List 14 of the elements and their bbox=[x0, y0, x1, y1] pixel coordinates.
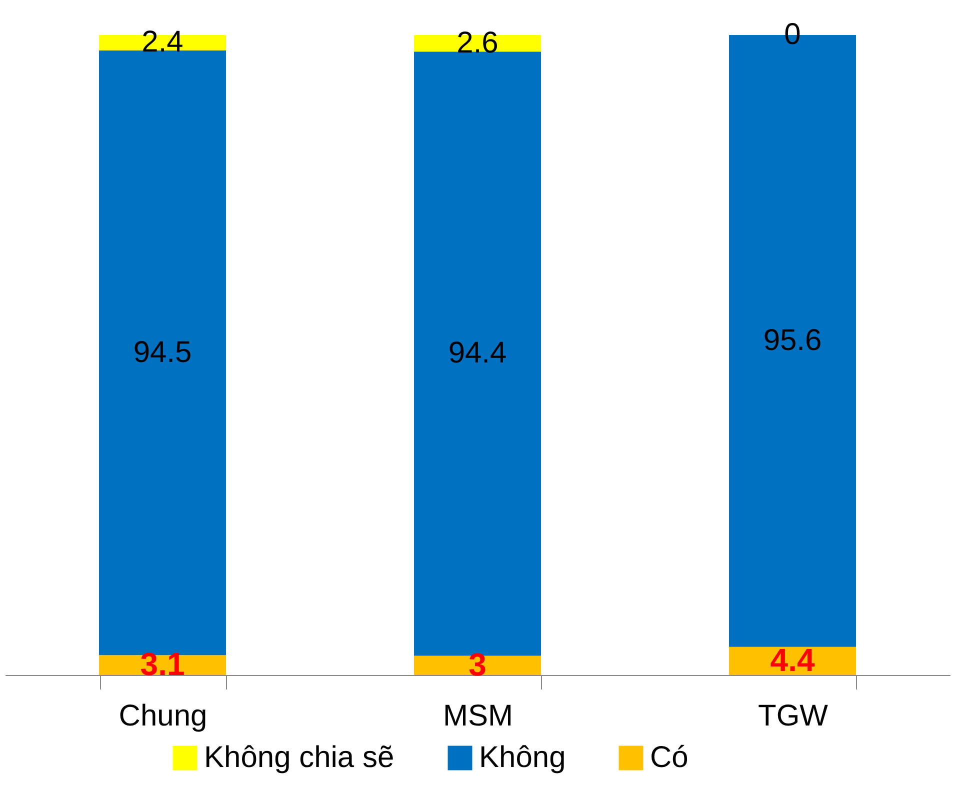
data-label: 2.6 bbox=[456, 26, 498, 60]
data-label: 95.6 bbox=[763, 324, 822, 357]
data-label: 3.1 bbox=[140, 646, 185, 682]
data-label: 94.5 bbox=[133, 336, 192, 369]
data-label: 3 bbox=[468, 646, 486, 682]
data-label: 2.4 bbox=[142, 26, 184, 59]
legend-label: Có bbox=[650, 741, 688, 774]
data-label: 4.4 bbox=[770, 642, 815, 678]
x-tick-label: Chung bbox=[118, 700, 208, 732]
x-tick-label: TGW bbox=[758, 700, 829, 732]
data-label: 94.4 bbox=[448, 336, 507, 370]
legend-label: Không chia sẽ bbox=[204, 741, 394, 774]
legend-label: Không bbox=[479, 741, 566, 774]
x-tick-label: MSM bbox=[443, 700, 513, 732]
